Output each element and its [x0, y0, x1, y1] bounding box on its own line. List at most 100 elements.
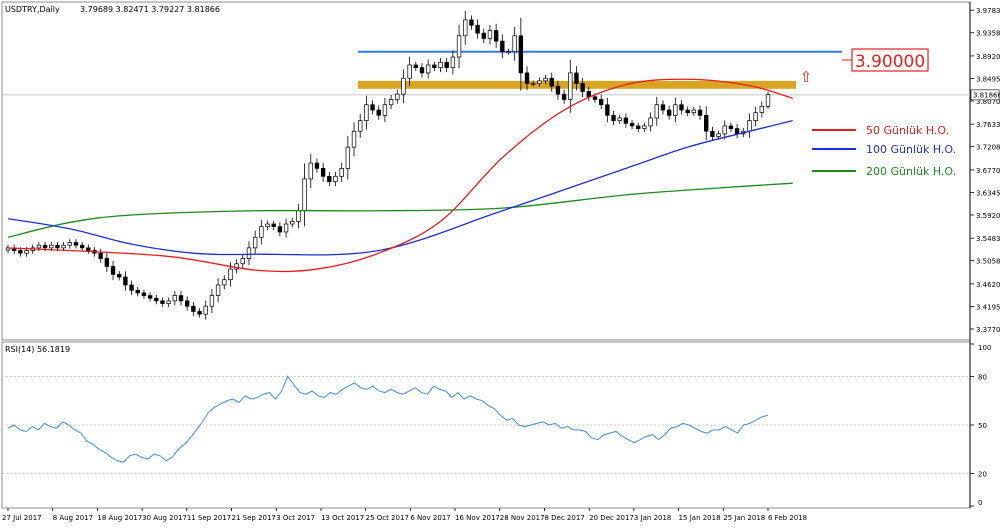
candle-body — [456, 35, 462, 58]
legend-label-ma200: 200 Günlük H.O. — [866, 165, 956, 178]
candle-body — [135, 289, 140, 294]
candle-body — [586, 91, 592, 98]
price-y-tick-label: 3.59205 — [976, 212, 1000, 220]
candle-body — [500, 40, 505, 53]
candle — [370, 100, 375, 115]
candle — [710, 126, 715, 141]
x-tick-label: 13 Oct 2017 — [321, 514, 364, 522]
candle-body — [642, 125, 647, 129]
x-tick-label: 18 Aug 2017 — [97, 514, 142, 522]
candle-body — [314, 162, 320, 169]
candle — [753, 107, 758, 127]
candle-body — [277, 226, 283, 233]
price-y-tick-label: 3.76330 — [976, 121, 1000, 129]
candle-body — [370, 104, 375, 111]
candle — [673, 98, 678, 123]
support-zone — [358, 80, 796, 89]
candle-body — [438, 61, 443, 68]
candle — [178, 291, 184, 306]
candle — [339, 162, 344, 182]
candle-body — [36, 244, 42, 249]
candle-body — [339, 167, 344, 177]
price-y-tick-label: 3.67705 — [976, 167, 1000, 175]
current-price-box — [970, 89, 1000, 101]
x-tick-label: 25 Jan 2018 — [723, 514, 765, 522]
candle — [605, 98, 610, 123]
candle — [382, 98, 388, 123]
candle — [518, 17, 524, 91]
rsi-y-tick-label: 0 — [978, 499, 982, 507]
candle-body — [327, 175, 332, 182]
candle — [79, 241, 85, 252]
rsi-y-tick-label: 50 — [978, 422, 987, 430]
candle-body — [747, 120, 752, 132]
price-y-tick-label: 3.80705 — [976, 98, 1000, 106]
x-tick-label: 25 Oct 2017 — [366, 514, 409, 522]
candle-body — [592, 96, 598, 100]
candle — [271, 220, 276, 231]
current-price-label: 3.81866 — [973, 91, 1000, 99]
candle — [598, 94, 604, 110]
candle-body — [98, 252, 103, 259]
candle-body — [388, 99, 394, 106]
candle — [98, 248, 103, 263]
x-tick-label: 11 Sep 2017 — [187, 514, 231, 522]
rsi-y-axis: 100 80 50 20 0 — [970, 343, 991, 507]
candle — [537, 77, 542, 87]
candle — [86, 244, 91, 254]
candle — [623, 113, 629, 128]
candle-body — [660, 104, 666, 111]
candle-body — [129, 284, 134, 291]
x-tick-label: 28 Nov 2017 — [500, 514, 545, 522]
candle — [691, 106, 697, 117]
price-y-tick-label: 3.37705 — [976, 326, 1000, 334]
candle — [456, 24, 462, 69]
candle — [512, 26, 517, 61]
candle — [141, 289, 147, 299]
price-y-tick-label: 3.46205 — [976, 281, 1000, 289]
ma200-line — [7, 182, 793, 238]
candle-body — [351, 130, 357, 148]
candle — [549, 72, 554, 92]
candle-body — [654, 104, 659, 119]
candle-body — [265, 223, 270, 228]
candle — [308, 154, 313, 188]
candle-body — [648, 117, 653, 127]
candle-body — [42, 244, 48, 249]
candle-body — [172, 295, 178, 302]
candle — [629, 119, 635, 130]
candle-body — [123, 276, 128, 286]
candle — [561, 89, 567, 104]
candle-body — [704, 114, 709, 132]
candle-body — [252, 236, 258, 249]
candle — [574, 66, 579, 91]
candle — [759, 101, 765, 118]
candle-body — [450, 56, 456, 68]
candle — [765, 91, 771, 109]
candle-body — [166, 300, 171, 304]
price-y-tick-label: 3.93580 — [976, 30, 1000, 38]
candle-body — [574, 72, 579, 84]
candle — [376, 105, 381, 120]
price-y-tick-label: 3.50580 — [976, 258, 1000, 266]
candle-body — [753, 112, 758, 121]
candle — [314, 158, 320, 173]
candle — [444, 57, 449, 73]
candle — [617, 114, 622, 124]
rsi-header: RSI(14) 56.1819 — [5, 345, 70, 354]
candle-body — [290, 221, 295, 225]
chart-ohlc: 3.79689 3.82471 3.79227 3.81866 — [80, 5, 220, 14]
candle-body — [710, 130, 715, 137]
price-y-tick-label: 3.84955 — [976, 75, 1000, 83]
candle-body — [425, 64, 431, 74]
candle-body — [716, 133, 721, 137]
candle — [184, 296, 190, 311]
candle — [413, 61, 418, 71]
candle — [73, 239, 79, 249]
candle — [432, 61, 437, 71]
x-tick-label: 21 Sep 2017 — [232, 514, 276, 522]
candle-body — [104, 258, 110, 267]
candle — [252, 230, 258, 255]
up-arrow-icon: ⇧ — [800, 68, 813, 86]
candle-body — [765, 94, 771, 107]
